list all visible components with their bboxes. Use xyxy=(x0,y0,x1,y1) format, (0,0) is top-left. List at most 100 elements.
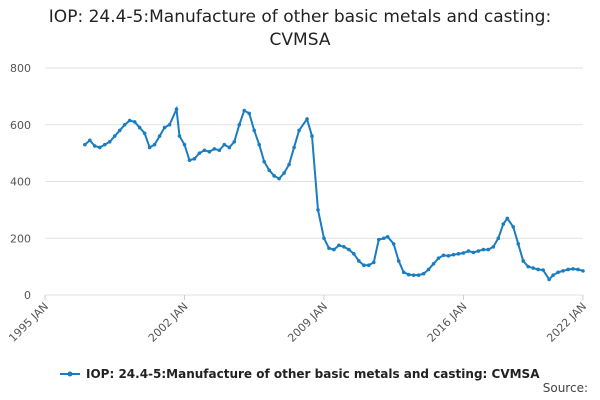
point xyxy=(252,128,257,133)
point xyxy=(581,269,585,273)
series-line xyxy=(84,105,584,282)
point xyxy=(127,118,132,123)
point xyxy=(137,125,142,130)
point xyxy=(451,252,456,257)
point xyxy=(347,247,351,252)
point xyxy=(182,142,187,147)
point xyxy=(566,267,570,272)
point xyxy=(505,216,510,221)
point xyxy=(152,142,157,147)
point xyxy=(297,128,301,133)
point xyxy=(571,267,575,271)
point xyxy=(366,263,371,268)
point xyxy=(192,157,197,161)
legend-label: IOP: 24.4-5:Manufacture of other basic m… xyxy=(86,367,540,381)
point xyxy=(217,148,222,153)
point xyxy=(401,270,406,275)
point xyxy=(381,236,386,241)
point xyxy=(416,273,421,277)
point xyxy=(436,256,441,260)
point xyxy=(531,266,535,270)
point xyxy=(511,225,516,229)
point xyxy=(112,134,117,138)
point xyxy=(496,236,501,241)
point xyxy=(292,145,296,150)
point xyxy=(310,134,314,138)
point xyxy=(376,237,381,242)
point xyxy=(547,277,551,282)
point xyxy=(461,251,466,255)
point xyxy=(207,149,212,154)
point xyxy=(117,128,122,133)
point xyxy=(337,243,341,248)
point xyxy=(481,247,486,252)
point xyxy=(491,244,496,249)
point xyxy=(257,142,262,147)
point xyxy=(426,267,431,272)
point xyxy=(227,145,232,150)
y-tick-label: 400 xyxy=(10,176,31,189)
chart-title: IOP: 24.4-5:Manufacture of other basic m… xyxy=(48,7,552,50)
point xyxy=(371,260,376,265)
point xyxy=(471,250,476,255)
point xyxy=(93,144,97,148)
point xyxy=(476,249,481,253)
point xyxy=(88,138,92,143)
point xyxy=(132,120,137,124)
point xyxy=(232,139,237,144)
x-tick-label: 2002 JAN xyxy=(146,300,191,345)
point xyxy=(421,271,426,276)
point xyxy=(237,122,242,127)
point xyxy=(342,244,346,249)
point xyxy=(222,142,227,147)
point xyxy=(107,139,112,144)
point xyxy=(277,176,281,181)
point xyxy=(287,162,291,167)
y-tick-label: 200 xyxy=(10,232,31,245)
point xyxy=(272,174,276,178)
x-tick-label: 2016 JAN xyxy=(425,300,470,345)
point xyxy=(561,269,565,273)
point xyxy=(536,267,540,272)
point xyxy=(576,267,580,272)
point xyxy=(466,249,471,253)
point xyxy=(122,122,127,127)
point xyxy=(197,151,202,155)
point xyxy=(556,270,560,275)
point xyxy=(526,264,531,269)
x-tick-label: 2009 JAN xyxy=(285,300,330,345)
legend-marker xyxy=(67,371,73,377)
point xyxy=(396,259,401,263)
point xyxy=(212,147,217,151)
point xyxy=(501,222,506,226)
x-tick-label: 2022 JAN xyxy=(544,300,589,345)
point xyxy=(411,273,416,277)
point xyxy=(177,134,182,138)
point xyxy=(83,142,87,147)
point xyxy=(541,268,545,272)
point xyxy=(551,273,555,277)
y-tick-label: 0 xyxy=(24,289,31,302)
point xyxy=(157,134,162,138)
point xyxy=(242,108,247,113)
source: Source: xyxy=(543,381,588,395)
point xyxy=(102,142,107,147)
point xyxy=(267,168,271,172)
point xyxy=(446,254,451,258)
point xyxy=(167,122,172,127)
point xyxy=(516,242,521,246)
point xyxy=(247,111,252,116)
y-tick-label: 600 xyxy=(10,119,31,132)
point xyxy=(316,208,320,212)
point xyxy=(406,272,411,277)
point xyxy=(332,247,336,252)
point xyxy=(162,125,167,130)
point xyxy=(521,259,526,263)
point xyxy=(174,107,179,111)
x-tick-label: 1995 JAN xyxy=(6,300,51,345)
point xyxy=(441,253,446,258)
point xyxy=(305,117,309,121)
point xyxy=(352,252,356,256)
